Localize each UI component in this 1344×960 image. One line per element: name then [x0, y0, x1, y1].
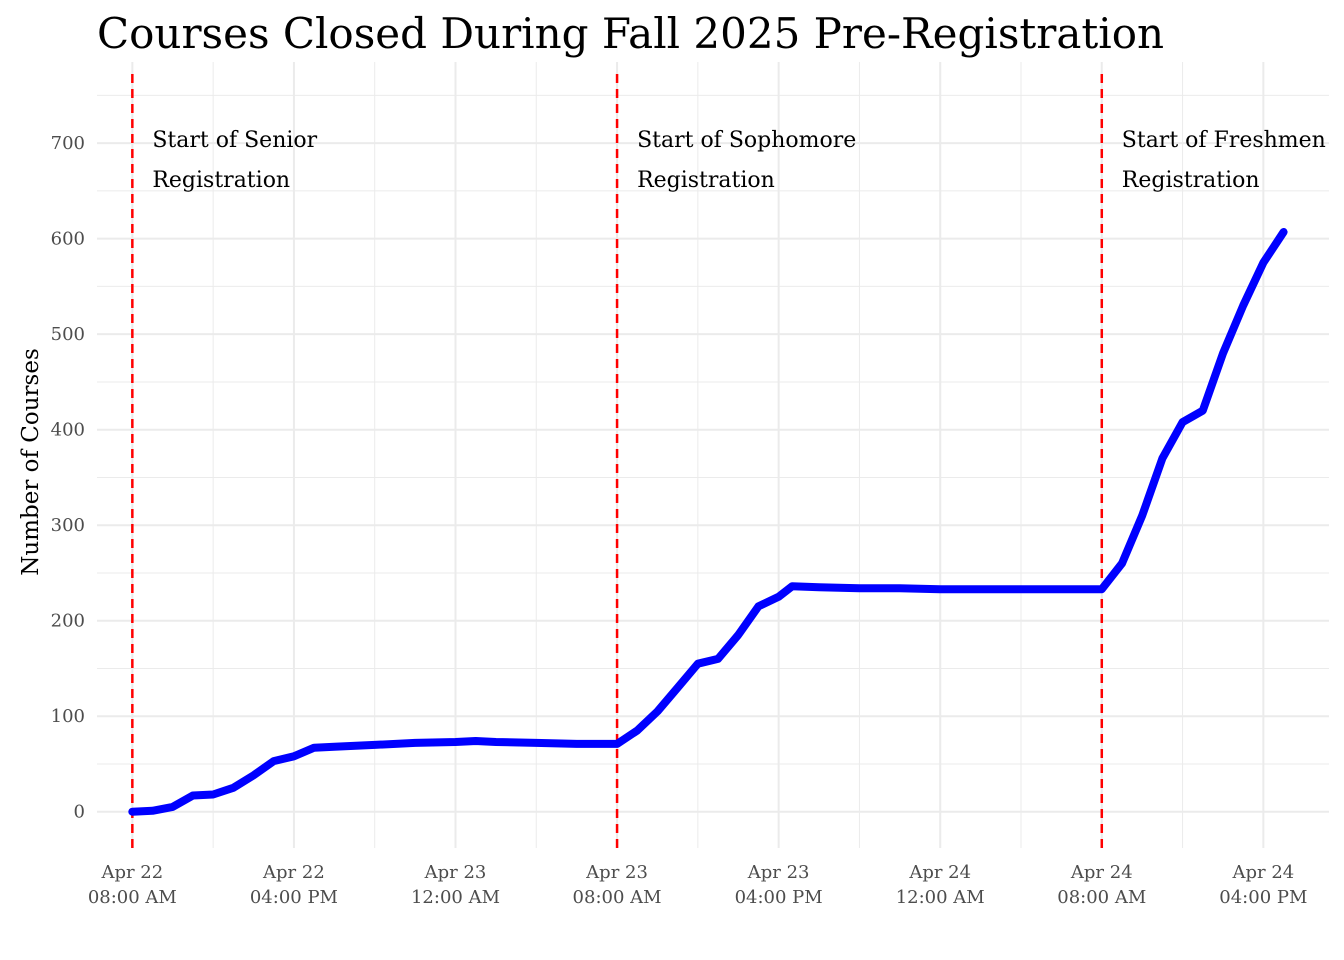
x-axis-tick-labels: Apr 22 08:00 AM Apr 22 04:00 PM Apr 23 12:00 …: [88, 862, 1308, 908]
x-tick-time-label: 08:00 AM: [1057, 887, 1146, 908]
x-tick-time-label: 08:00 AM: [573, 887, 662, 908]
annotation-label-line1: Start of Sophomore: [637, 128, 856, 153]
y-tick-label: 600: [51, 229, 85, 250]
major-gridlines: [97, 62, 1329, 848]
chart-title: Courses Closed During Fall 2025 Pre-Regi…: [97, 9, 1164, 58]
annotation-label-line1: Start of Freshmen: [1122, 128, 1326, 153]
x-tick-time-label: 12:00 AM: [411, 887, 500, 908]
x-tick-time-label: 04:00 PM: [250, 887, 338, 908]
x-tick-date-label: Apr 22: [262, 862, 325, 883]
annotation-label-line2: Registration: [637, 168, 775, 193]
x-tick-date-label: Apr 23: [747, 862, 810, 883]
x-tick-date-label: Apr 23: [585, 862, 648, 883]
y-tick-label: 700: [51, 133, 85, 154]
x-tick-time-label: 12:00 AM: [896, 887, 985, 908]
x-tick-time-label: 04:00 PM: [1219, 887, 1307, 908]
annotation-label-line2: Registration: [1122, 168, 1260, 193]
registration-start-lines: [131, 74, 1104, 848]
x-tick-date-label: Apr 24: [908, 862, 971, 883]
y-tick-label: 0: [74, 802, 85, 823]
y-tick-label: 500: [51, 324, 85, 345]
courses-closed-line: [128, 228, 1288, 816]
annotation-label-line2: Registration: [152, 168, 290, 193]
y-tick-label: 400: [51, 420, 85, 441]
x-tick-date-label: Apr 24: [1231, 862, 1294, 883]
x-tick-time-label: 04:00 PM: [735, 887, 823, 908]
y-axis-tick-labels: 0 100 200 300 400 500 600 700: [51, 133, 85, 823]
x-tick-date-label: Apr 22: [100, 862, 163, 883]
y-tick-label: 200: [51, 611, 85, 632]
annotations: Start of Senior Registration Start of Soph…: [152, 128, 1326, 193]
y-axis-label: Number of Courses: [18, 348, 44, 576]
x-tick-date-label: Apr 24: [1070, 862, 1133, 883]
x-tick-date-label: Apr 23: [424, 862, 487, 883]
series-lines: [128, 228, 1288, 816]
y-tick-label: 100: [51, 706, 85, 727]
annotation-label-line1: Start of Senior: [152, 128, 317, 153]
y-tick-label: 300: [51, 515, 85, 536]
x-tick-time-label: 08:00 AM: [88, 887, 177, 908]
